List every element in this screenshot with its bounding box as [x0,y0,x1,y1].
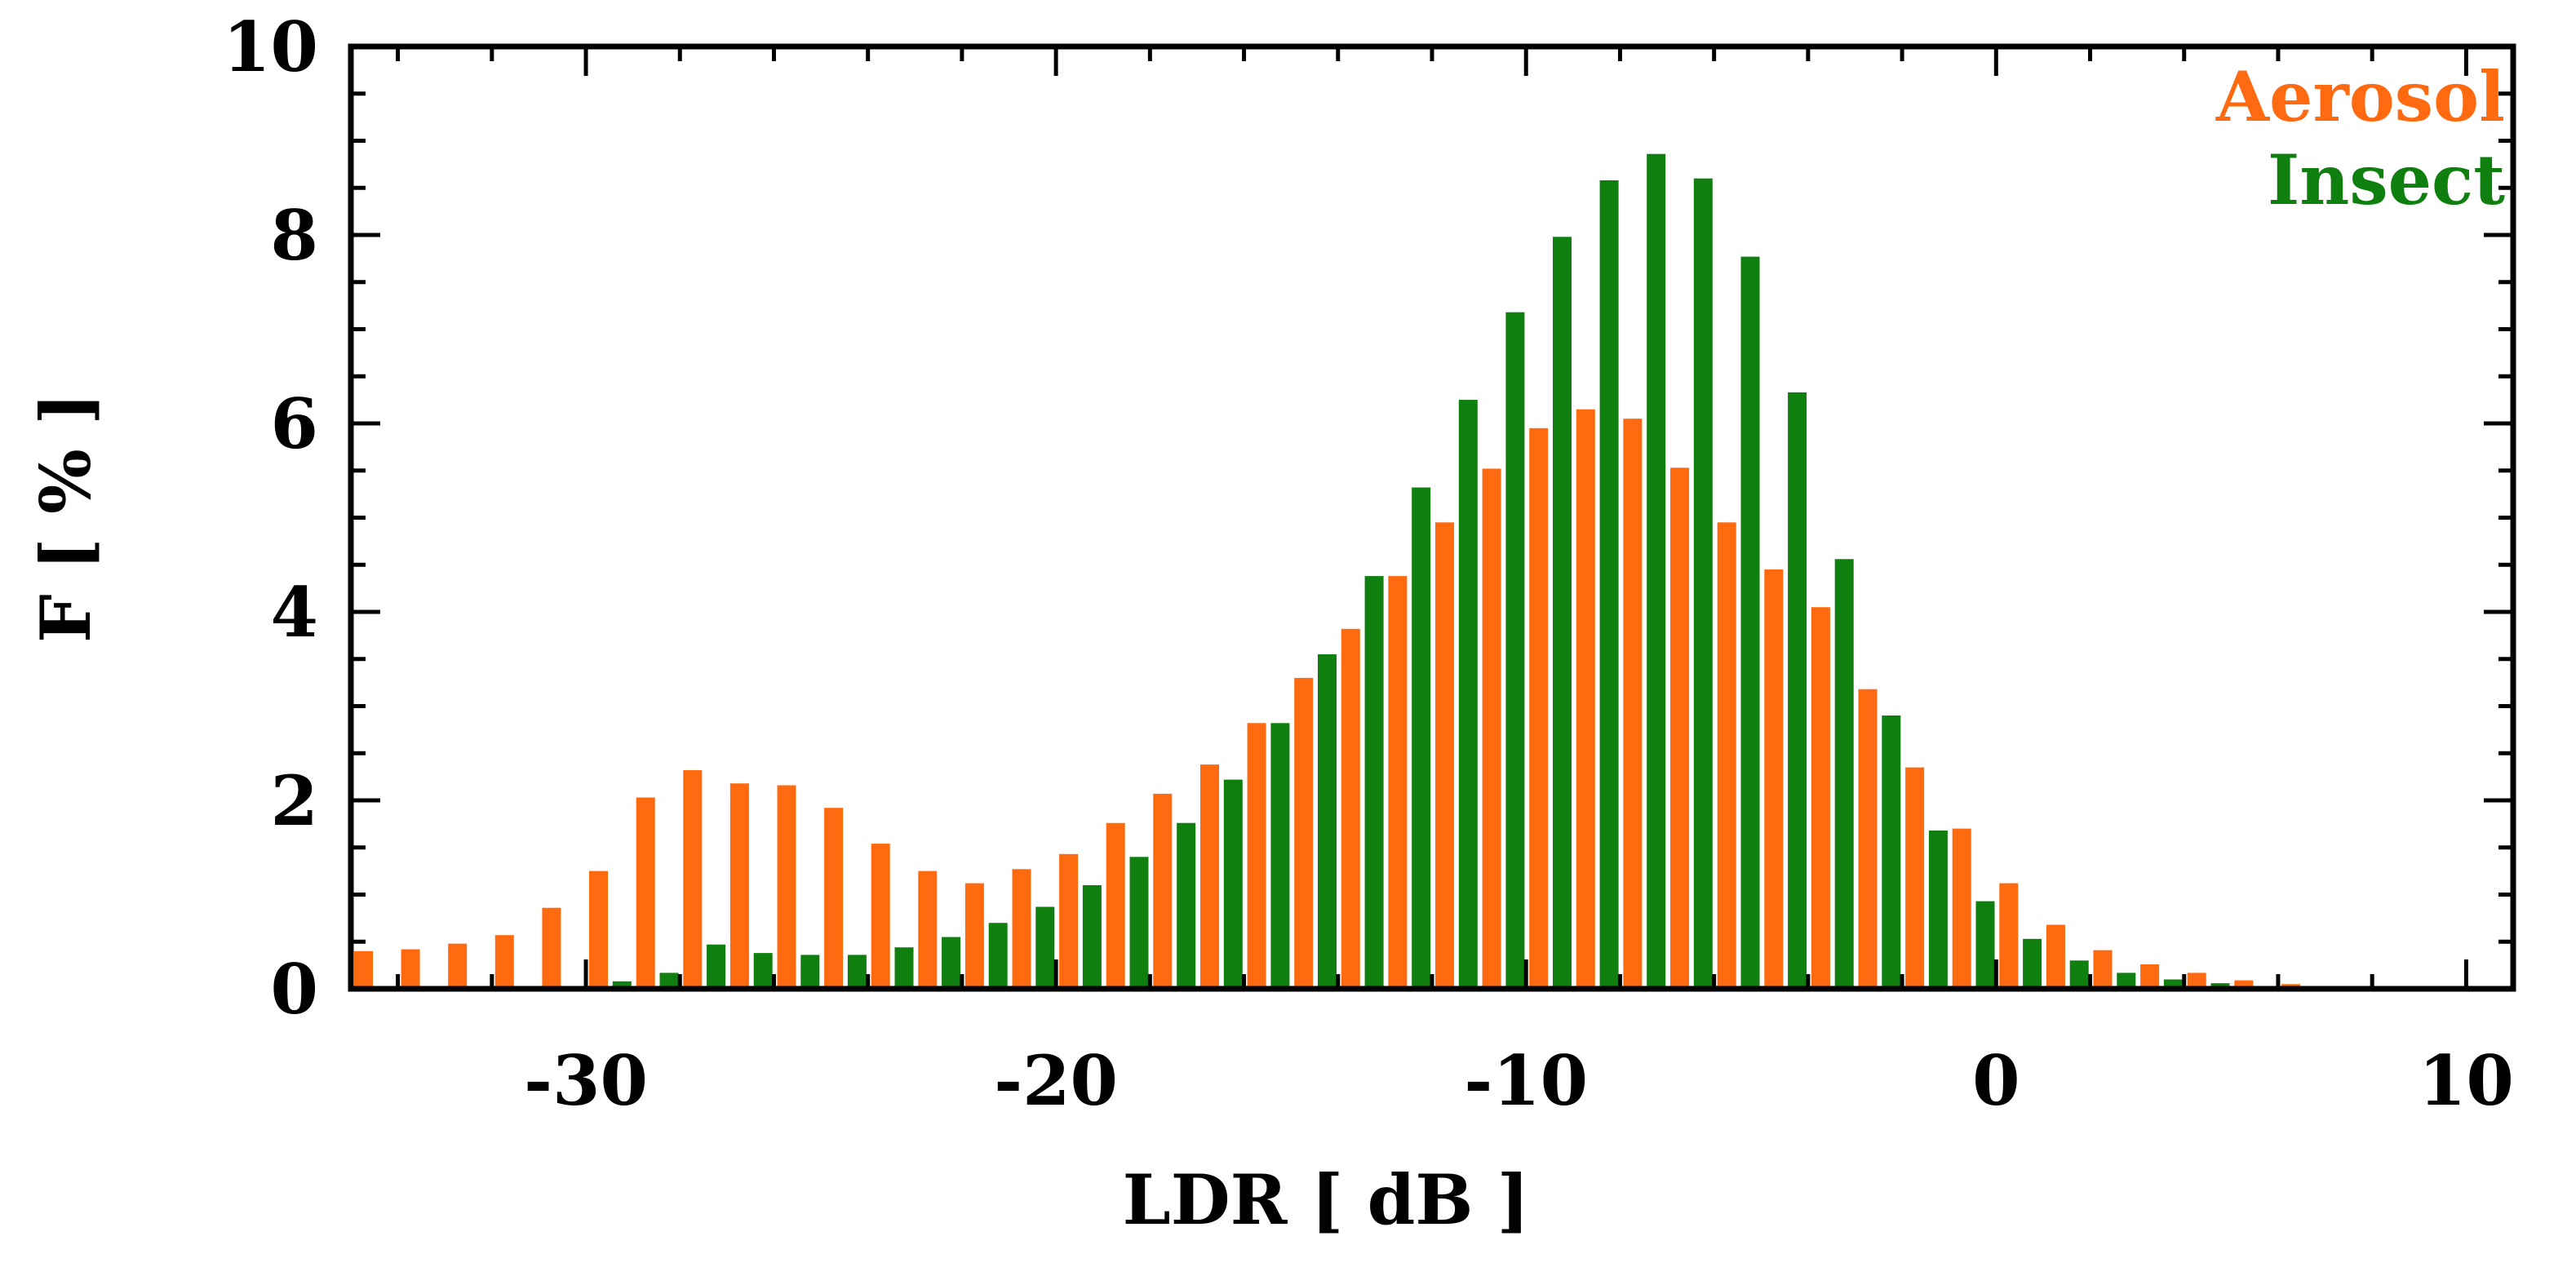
bar-insect--22 [988,923,1008,989]
bar-aerosol--22 [964,883,984,989]
bar-insect-1 [2069,960,2089,989]
x-tick-label: 10 [2419,1040,2514,1121]
bar-aerosol-5 [2234,980,2254,989]
bar-aerosol--1 [1952,828,1971,989]
x-axis-title: LDR [ dB ] [1123,1159,1530,1240]
bar-insect--21 [1035,906,1055,989]
bar-aerosol--7 [1670,467,1689,989]
y-tick-label: 4 [271,572,318,653]
legend-aerosol: Aerosol [2215,56,2505,137]
bar-aerosol--11 [1482,468,1501,989]
bar-insect--5 [1788,392,1807,989]
y-tick-label: 10 [223,7,318,87]
bar-aerosol-2 [2093,950,2113,989]
bar-insect--26 [800,955,820,989]
bar-aerosol--8 [1623,419,1643,989]
bar-aerosol--34 [401,949,420,989]
bar-aerosol--2 [1905,767,1925,989]
legend-insect: Insect [2268,140,2505,220]
bar-insect-0 [2023,938,2042,989]
bar-aerosol--12 [1435,522,1454,989]
y-tick-label: 6 [271,383,318,464]
bar-aerosol--5 [1764,569,1784,989]
bar-insect--25 [847,955,867,989]
bar-aerosol--20 [1059,853,1079,989]
bar-insect--18 [1177,822,1196,989]
bar-aerosol--30 [589,871,608,989]
bar-insect--29 [659,973,679,989]
bar-aerosol--16 [1247,723,1266,989]
bar-insect--3 [1882,716,1901,989]
bar-insect--7 [1693,178,1713,989]
x-tick-label: -20 [994,1040,1118,1121]
bar-aerosol--33 [448,943,468,989]
bar-aerosol--19 [1106,822,1125,989]
bar-insect--16 [1270,723,1290,989]
y-tick-label: 2 [271,760,318,841]
bar-insect-2 [2117,973,2136,989]
bar-insect--15 [1318,654,1337,989]
bar-insect--8 [1647,153,1666,989]
bar-aerosol--31 [542,907,561,989]
bar-aerosol--15 [1294,677,1314,989]
bar-insect--4 [1834,559,1854,989]
bar-insect--14 [1364,576,1384,989]
bar-aerosol-1 [2046,924,2065,989]
y-axis-title: F [ % ] [25,392,106,643]
bar-aerosol--29 [636,797,655,989]
bar-aerosol--35 [354,950,373,989]
x-tick-label: 0 [1972,1040,2020,1121]
x-tick-label: -10 [1464,1040,1588,1121]
bar-insect--1 [1975,901,1995,989]
ticks-group [351,44,2513,991]
bar-aerosol--28 [683,770,703,989]
bar-insect--24 [894,947,914,989]
bar-aerosol--27 [729,783,749,989]
bar-insect--12 [1458,400,1478,990]
bar-aerosol--4 [1811,607,1830,989]
y-tick-label: 8 [271,195,318,276]
bar-insect--6 [1740,256,1760,990]
bar-aerosol-0 [1999,883,2019,989]
bar-insect--19 [1129,857,1149,989]
bar-aerosol--17 [1200,764,1219,989]
x-tick-label: -30 [524,1040,648,1121]
bar-aerosol--23 [918,871,938,989]
bar-insect--20 [1082,885,1102,989]
bar-insect--23 [942,937,961,989]
bar-insect--9 [1599,180,1619,989]
bars-group [354,153,2441,990]
bar-aerosol-4 [2187,973,2206,989]
bar-aerosol--6 [1717,522,1736,989]
bar-aerosol--25 [824,808,844,989]
tick-labels-group: -30 -20 -10 0 10 0 2 4 6 8 10 [223,7,2514,1121]
bar-aerosol-3 [2140,964,2160,989]
bar-aerosol--9 [1576,409,1595,989]
bar-aerosol--32 [494,935,514,989]
bar-aerosol--10 [1529,428,1549,989]
bar-insect--28 [707,944,726,989]
bar-aerosol--3 [1858,689,1878,989]
bar-insect--13 [1412,487,1431,989]
bar-insect-3 [2163,979,2183,989]
bar-aerosol--18 [1153,793,1173,989]
bar-aerosol--13 [1388,576,1408,989]
bar-insect--2 [1928,831,1948,989]
bar-insect--30 [612,981,632,989]
y-tick-label: 0 [271,949,318,1030]
bar-aerosol--24 [871,844,890,989]
bar-aerosol--21 [1012,869,1031,989]
plot-frame [348,43,2516,992]
bar-aerosol--14 [1341,628,1360,989]
bar-insect--17 [1223,779,1243,989]
bar-insect--10 [1553,237,1572,989]
bar-aerosol--26 [777,785,796,989]
bar-insect--11 [1505,312,1525,989]
bar-insect--27 [753,953,773,989]
